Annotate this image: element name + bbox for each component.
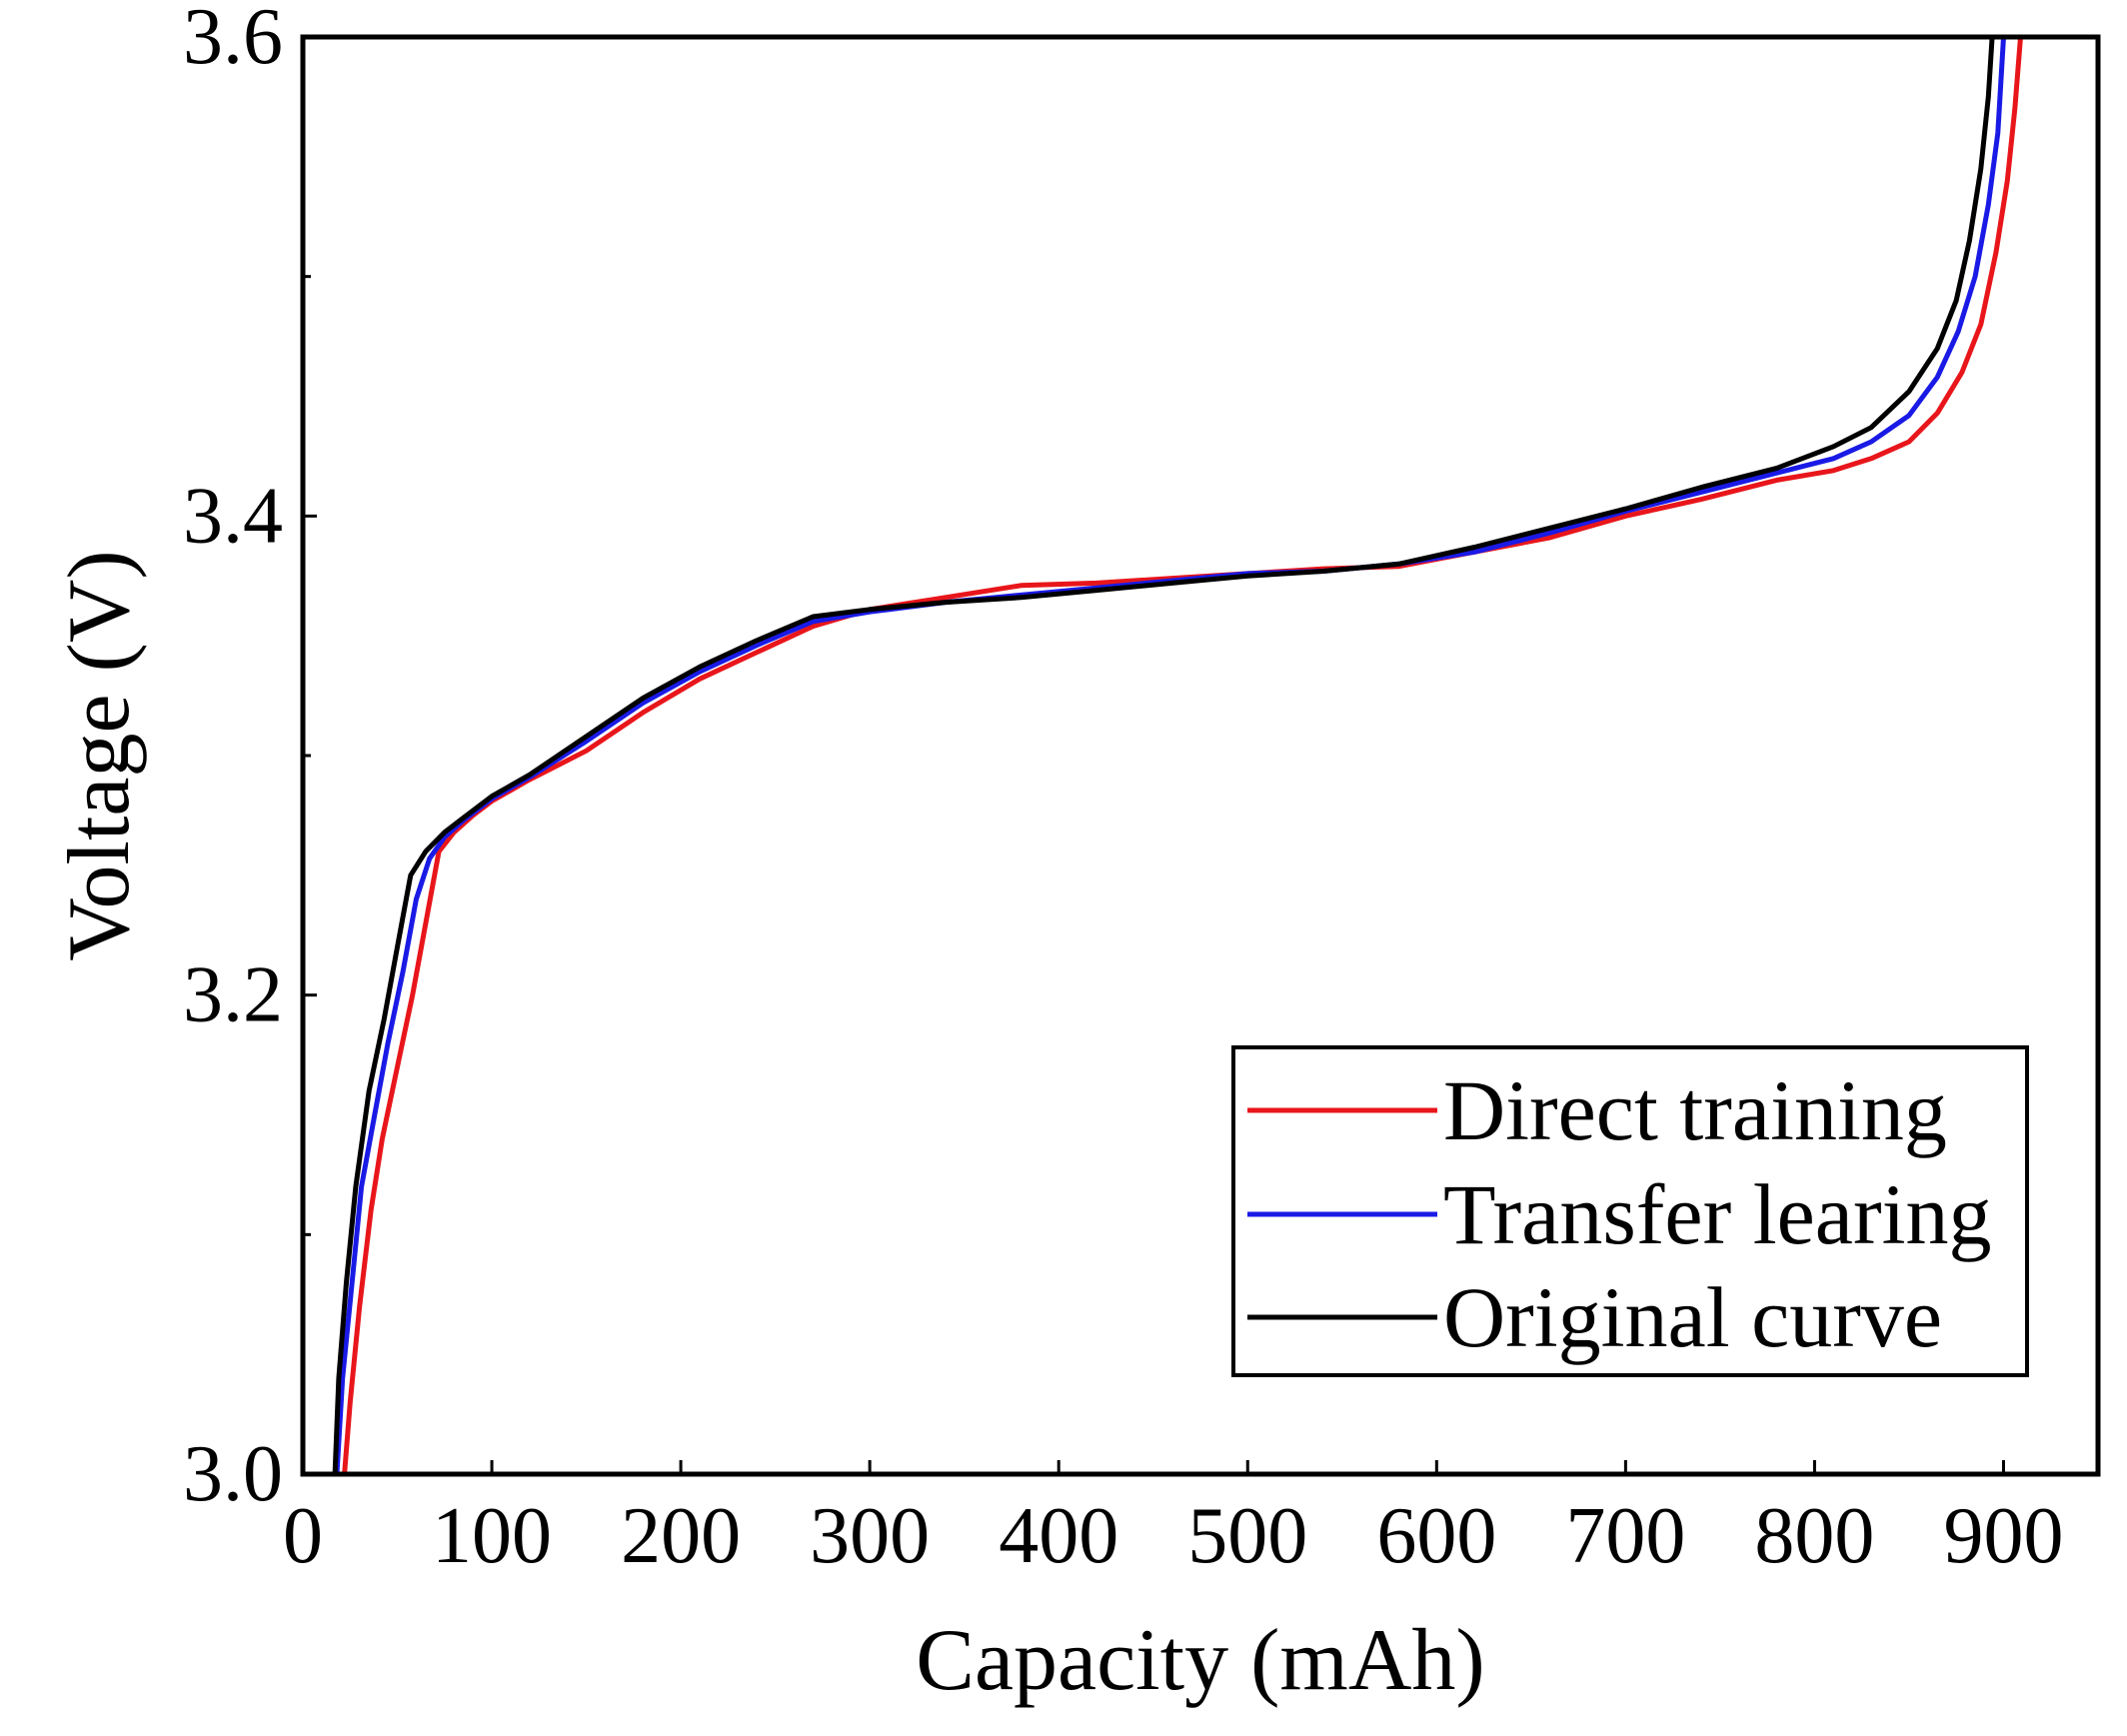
y-tick-label: 3.0	[183, 1430, 283, 1518]
x-tick-label: 900	[1943, 1492, 2063, 1580]
x-axis-label: Capacity (mAh)	[916, 1612, 1484, 1709]
y-tick-label: 3.4	[183, 472, 283, 560]
legend-box	[1231, 1045, 2029, 1377]
x-tick-label: 100	[432, 1492, 552, 1580]
series-line-original-curve	[332, 37, 1995, 1474]
y-axis-label: Voltage (V)	[51, 550, 148, 960]
axis-ticks: 0 100 200 300 400 500 600 700 800 900 3.0 3.2 3.4 3.6	[183, 0, 2063, 1580]
legend-label-original-curve: Original curve	[1443, 1269, 1942, 1365]
legend-label-direct-training: Direct training	[1443, 1062, 1947, 1158]
x-tick-label: 300	[810, 1492, 930, 1580]
y-tick-label: 3.6	[183, 0, 283, 81]
legend: Direct training Transfer learing Origina…	[1231, 1045, 2029, 1377]
legend-label-transfer-learing: Transfer learing	[1443, 1166, 1992, 1262]
series-layer	[332, 37, 2023, 1474]
x-tick-label: 200	[621, 1492, 741, 1580]
x-tick-label: 800	[1754, 1492, 1874, 1580]
x-tick-label: 400	[999, 1492, 1118, 1580]
x-tick-label: 600	[1376, 1492, 1496, 1580]
series-line-direct-training	[342, 37, 2023, 1474]
x-tick-label: 500	[1187, 1492, 1307, 1580]
y-tick-label: 3.2	[183, 951, 283, 1039]
x-tick-label: 700	[1565, 1492, 1685, 1580]
x-tick-label: 0	[283, 1492, 323, 1580]
